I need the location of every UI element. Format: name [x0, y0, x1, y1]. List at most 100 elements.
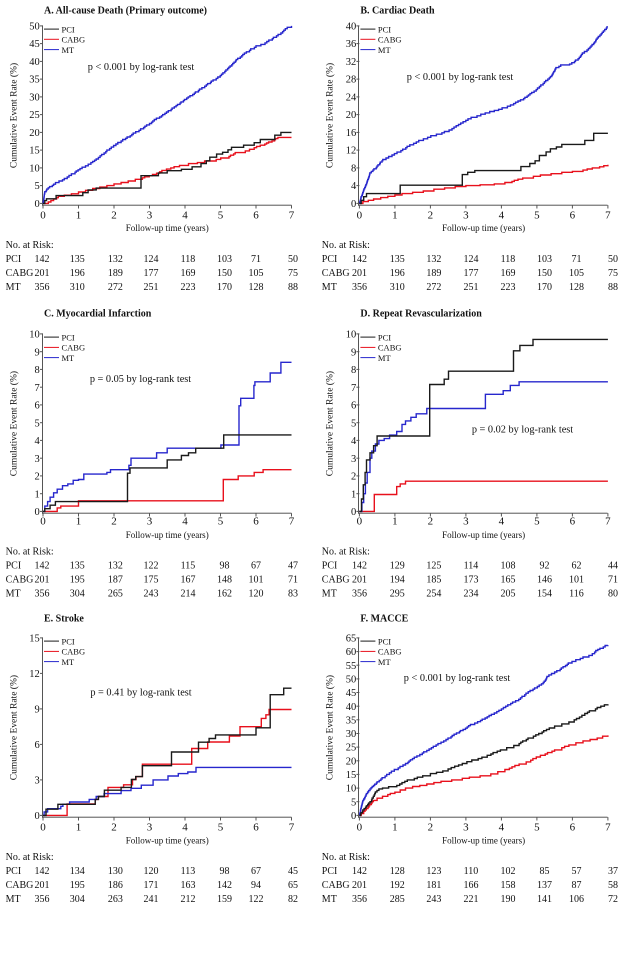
svg-text:32: 32	[346, 57, 357, 68]
svg-text:MT: MT	[62, 657, 76, 667]
svg-text:Cumulative Event Rate (%): Cumulative Event Rate (%)	[8, 371, 19, 476]
svg-text:192: 192	[390, 880, 405, 891]
svg-text:251: 251	[464, 282, 479, 293]
svg-text:67: 67	[251, 866, 261, 877]
svg-text:272: 272	[108, 282, 123, 293]
svg-text:122: 122	[144, 561, 159, 572]
svg-text:D. Repeat Revascularization: D. Repeat Revascularization	[360, 309, 482, 320]
svg-text:108: 108	[501, 561, 516, 572]
svg-text:201: 201	[35, 268, 50, 279]
svg-text:212: 212	[181, 894, 196, 905]
svg-text:135: 135	[70, 561, 85, 572]
svg-text:4: 4	[182, 516, 188, 528]
svg-text:0: 0	[351, 507, 356, 518]
svg-text:2: 2	[111, 516, 117, 528]
svg-text:Follow-up time (years): Follow-up time (years)	[442, 835, 525, 845]
svg-text:No. at Risk:: No. at Risk:	[6, 852, 54, 863]
svg-text:Follow-up time (years): Follow-up time (years)	[126, 835, 209, 845]
svg-text:5: 5	[35, 181, 40, 192]
svg-text:7: 7	[605, 516, 611, 528]
svg-text:No. at Risk:: No. at Risk:	[6, 240, 54, 251]
svg-text:114: 114	[464, 561, 479, 572]
svg-text:254: 254	[426, 589, 441, 600]
svg-text:45: 45	[29, 39, 40, 50]
svg-text:65: 65	[346, 634, 357, 645]
svg-text:194: 194	[390, 575, 405, 586]
svg-text:p < 0.001 by log-rank test: p < 0.001 by log-rank test	[404, 673, 511, 684]
svg-text:Cumulative Event Rate (%): Cumulative Event Rate (%)	[8, 63, 19, 168]
svg-text:40: 40	[346, 702, 357, 713]
svg-text:310: 310	[390, 282, 405, 293]
svg-text:201: 201	[35, 880, 50, 891]
svg-text:24: 24	[346, 93, 357, 104]
svg-text:98: 98	[220, 866, 230, 877]
svg-text:0: 0	[351, 199, 356, 210]
svg-text:101: 101	[569, 575, 584, 586]
svg-text:MT: MT	[62, 45, 76, 55]
svg-text:102: 102	[501, 866, 516, 877]
svg-text:148: 148	[217, 575, 232, 586]
svg-text:67: 67	[251, 561, 261, 572]
svg-text:170: 170	[217, 282, 232, 293]
svg-text:175: 175	[144, 575, 159, 586]
svg-text:71: 71	[572, 254, 582, 265]
svg-text:9: 9	[35, 705, 40, 716]
svg-text:92: 92	[540, 561, 550, 572]
svg-text:5: 5	[35, 418, 40, 429]
svg-text:142: 142	[352, 254, 367, 265]
svg-text:88: 88	[608, 282, 618, 293]
svg-text:201: 201	[352, 880, 367, 891]
svg-text:4: 4	[182, 821, 188, 833]
svg-text:F. MACCE: F. MACCE	[360, 613, 408, 624]
svg-text:128: 128	[249, 282, 264, 293]
svg-text:6: 6	[570, 209, 576, 221]
svg-text:7: 7	[35, 383, 40, 394]
svg-text:1: 1	[76, 209, 82, 221]
svg-text:2: 2	[428, 821, 434, 833]
svg-text:50: 50	[288, 254, 298, 265]
svg-text:5: 5	[534, 209, 540, 221]
svg-text:118: 118	[501, 254, 516, 265]
svg-text:1: 1	[392, 516, 398, 528]
svg-text:285: 285	[390, 894, 405, 905]
svg-text:195: 195	[70, 880, 85, 891]
svg-text:15: 15	[29, 146, 40, 157]
svg-text:356: 356	[352, 589, 367, 600]
svg-text:142: 142	[35, 561, 50, 572]
svg-text:142: 142	[352, 561, 367, 572]
svg-text:223: 223	[501, 282, 516, 293]
svg-text:158: 158	[501, 880, 516, 891]
svg-text:103: 103	[217, 254, 232, 265]
svg-text:3: 3	[35, 454, 40, 465]
svg-text:150: 150	[217, 268, 232, 279]
svg-text:166: 166	[464, 880, 479, 891]
svg-text:356: 356	[352, 282, 367, 293]
svg-text:142: 142	[35, 254, 50, 265]
svg-text:No. at Risk:: No. at Risk:	[322, 852, 370, 863]
svg-text:0: 0	[40, 209, 46, 221]
svg-text:142: 142	[35, 866, 50, 877]
svg-text:304: 304	[70, 589, 85, 600]
svg-text:PCI: PCI	[322, 561, 338, 572]
svg-text:15: 15	[346, 770, 357, 781]
svg-text:No. at Risk:: No. at Risk:	[322, 240, 370, 251]
svg-text:1: 1	[76, 516, 82, 528]
svg-text:6: 6	[253, 209, 259, 221]
svg-text:10: 10	[29, 330, 40, 341]
svg-text:30: 30	[29, 93, 40, 104]
svg-text:3: 3	[35, 776, 40, 787]
svg-text:28: 28	[346, 75, 357, 86]
svg-text:189: 189	[108, 268, 123, 279]
svg-text:129: 129	[390, 561, 405, 572]
svg-text:5: 5	[218, 209, 224, 221]
svg-text:120: 120	[249, 589, 264, 600]
svg-text:7: 7	[605, 821, 611, 833]
svg-text:35: 35	[29, 75, 40, 86]
svg-text:195: 195	[70, 575, 85, 586]
svg-text:No. at Risk:: No. at Risk:	[6, 547, 54, 558]
svg-text:167: 167	[181, 575, 196, 586]
svg-text:2: 2	[428, 209, 434, 221]
svg-text:356: 356	[35, 282, 50, 293]
svg-text:71: 71	[608, 575, 618, 586]
svg-text:CABG: CABG	[322, 268, 350, 279]
